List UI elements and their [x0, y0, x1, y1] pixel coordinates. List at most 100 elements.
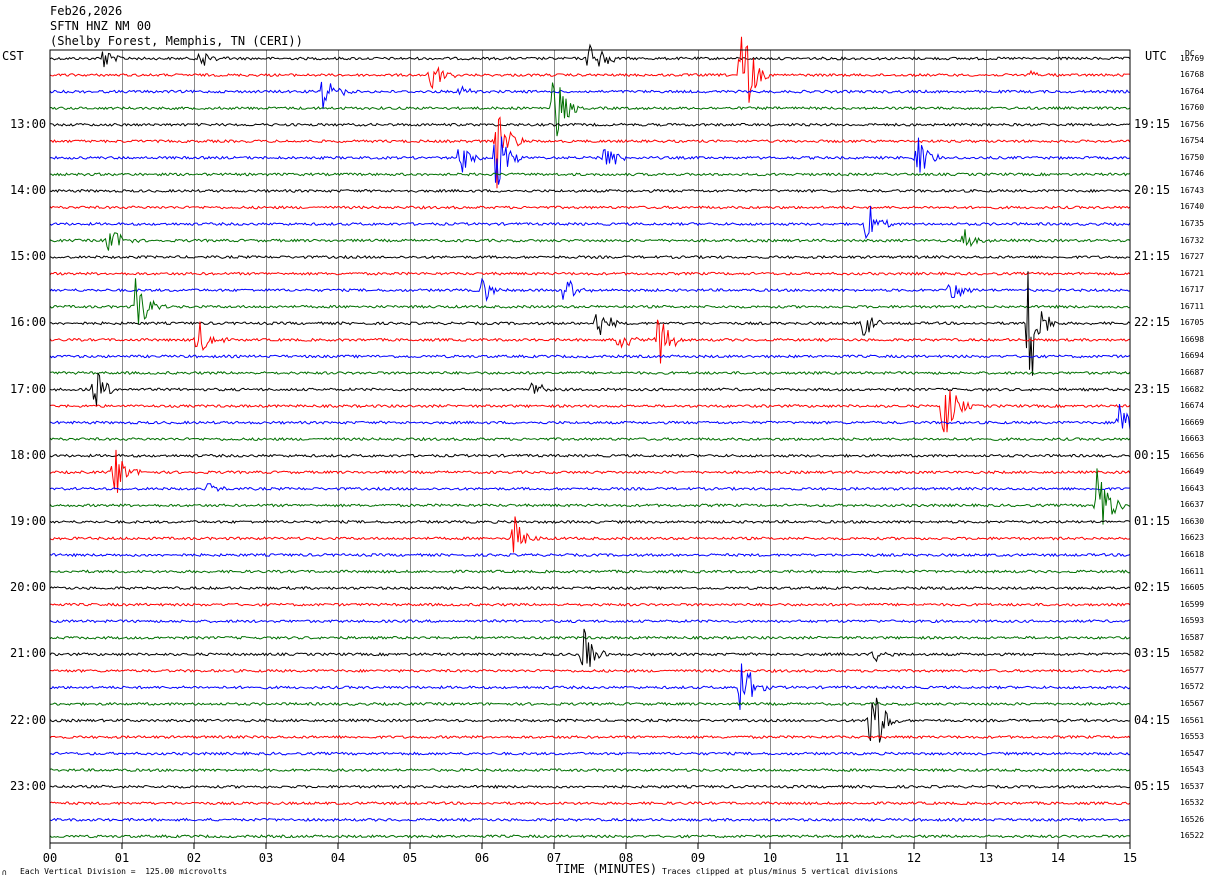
left-time-label: 20:00 [10, 580, 47, 595]
dc-offset-label: 16582 [1180, 649, 1205, 659]
trace-23 [49, 436, 1131, 442]
dc-offset-label: 16618 [1180, 550, 1205, 559]
trace-34 [49, 619, 1131, 624]
plot-frame [49, 49, 1131, 844]
dc-offset-label: 16756 [1180, 119, 1205, 129]
left-time-label: 23:00 [10, 778, 47, 793]
dc-offset-label: 16587 [1180, 632, 1205, 642]
right-time-label: 19:15 [1134, 116, 1171, 131]
x-tick-label-05: 05 [403, 851, 417, 865]
dc-offset-label: 16687 [1180, 367, 1205, 377]
left-time-label: 16:00 [10, 315, 47, 330]
trace-9 [49, 205, 1131, 210]
dc-offset-label: 16754 [1180, 136, 1205, 146]
dc-offset-label: 16743 [1180, 185, 1205, 195]
dc-offset-label: 16637 [1180, 500, 1205, 510]
seismic-traces [49, 36, 1131, 839]
trace-37 [49, 668, 1130, 674]
trace-30 [49, 552, 1131, 558]
dc-offset-label: 16630 [1180, 516, 1205, 526]
trace-42 [49, 751, 1131, 756]
trace-12 [49, 254, 1131, 260]
trace-35 [49, 635, 1131, 640]
right-time-label: 03:15 [1134, 646, 1171, 661]
dc-offset-label: 16740 [1180, 202, 1205, 212]
x-tick-label-10: 10 [763, 851, 777, 865]
dc-offset-label: 16717 [1180, 285, 1205, 295]
trace-25 [49, 449, 1131, 493]
x-tick-label-03: 03 [259, 851, 273, 865]
trace-20 [49, 372, 1131, 406]
logo-mark: ∩ [2, 868, 7, 877]
dc-offset-label: 16643 [1180, 483, 1205, 493]
trace-26 [49, 483, 1131, 492]
dc-offset-label: 16623 [1180, 533, 1205, 543]
dc-offset-label: 16593 [1180, 616, 1205, 626]
trace-38 [49, 663, 1131, 710]
dc-offset-label: 16547 [1180, 748, 1205, 758]
trace-5 [49, 116, 1131, 189]
header-station: SFTN HNZ NM 00 [50, 19, 152, 33]
x-tick-label-08: 08 [619, 851, 633, 865]
dc-offset-label: 16611 [1180, 566, 1205, 576]
dc-offset-label: 16769 [1180, 53, 1205, 63]
trace-39 [49, 701, 1131, 707]
trace-19 [50, 370, 1131, 376]
dc-offset-label: 16649 [1180, 467, 1205, 477]
trace-8 [49, 188, 1131, 194]
dc-offset-label: 16760 [1180, 103, 1205, 113]
dc-offset-label: 16705 [1180, 318, 1205, 328]
clip-note: Traces clipped at plus/minus 5 vertical … [662, 867, 899, 876]
dc-offset-label: 16656 [1180, 450, 1205, 460]
trace-46 [49, 817, 1131, 823]
left-time-label: 13:00 [10, 116, 47, 131]
trace-21 [49, 390, 1131, 433]
dc-offset-label: 16543 [1180, 765, 1205, 775]
dc-offset-label: 16537 [1180, 781, 1205, 791]
x-tick-label-02: 02 [187, 851, 201, 865]
trace-18 [49, 354, 1131, 359]
right-time-label: 21:15 [1134, 249, 1171, 264]
dc-offset-label: 16526 [1180, 814, 1205, 824]
trace-13 [49, 271, 1131, 276]
scale-note: Each Vertical Division = 125.00 microvol… [20, 867, 228, 876]
trace-27 [49, 468, 1131, 525]
right-time-label: 01:15 [1134, 513, 1171, 528]
trace-3 [49, 82, 1131, 137]
dc-offset-label: 16663 [1180, 434, 1205, 444]
dc-offset-label: 16532 [1180, 798, 1205, 808]
x-tick-label-13: 13 [979, 851, 993, 865]
dc-offset-label: 16764 [1180, 86, 1205, 96]
header-date: Feb26,2026 [50, 4, 123, 18]
trace-17 [49, 319, 1131, 364]
x-tick-label-00: 00 [43, 851, 57, 865]
x-axis-title: TIME (MINUTES) [556, 862, 658, 876]
right-timezone-label: UTC [1145, 49, 1167, 63]
trace-31 [49, 569, 1131, 574]
dc-offset-label: 16732 [1180, 235, 1205, 245]
trace-0 [49, 43, 1131, 68]
dc-offset-label: 16698 [1180, 334, 1205, 344]
left-time-label: 19:00 [10, 513, 47, 528]
x-tick-label-04: 04 [331, 851, 345, 865]
dc-offset-label: 16561 [1180, 715, 1205, 725]
trace-6 [49, 136, 1131, 185]
dc-offset-label: 16599 [1180, 599, 1205, 609]
dc-offset-label: 16750 [1180, 152, 1205, 162]
dc-offset-label: 16735 [1180, 219, 1205, 228]
x-tick-label-11: 11 [835, 851, 849, 865]
right-time-label: 22:15 [1134, 315, 1171, 330]
trace-41 [49, 734, 1131, 740]
left-time-label: 17:00 [10, 381, 47, 396]
trace-11 [49, 229, 1131, 251]
trace-22 [49, 404, 1131, 431]
trace-45 [49, 801, 1131, 806]
dc-offset-label: 16768 [1180, 70, 1205, 80]
dc-offset-label: 16553 [1180, 732, 1205, 742]
left-timezone-label: CST [2, 49, 24, 63]
dc-offset-label: 16669 [1180, 417, 1205, 427]
left-time-label: 18:00 [10, 447, 47, 462]
trace-44 [49, 784, 1131, 789]
trace-15 [49, 278, 1131, 325]
